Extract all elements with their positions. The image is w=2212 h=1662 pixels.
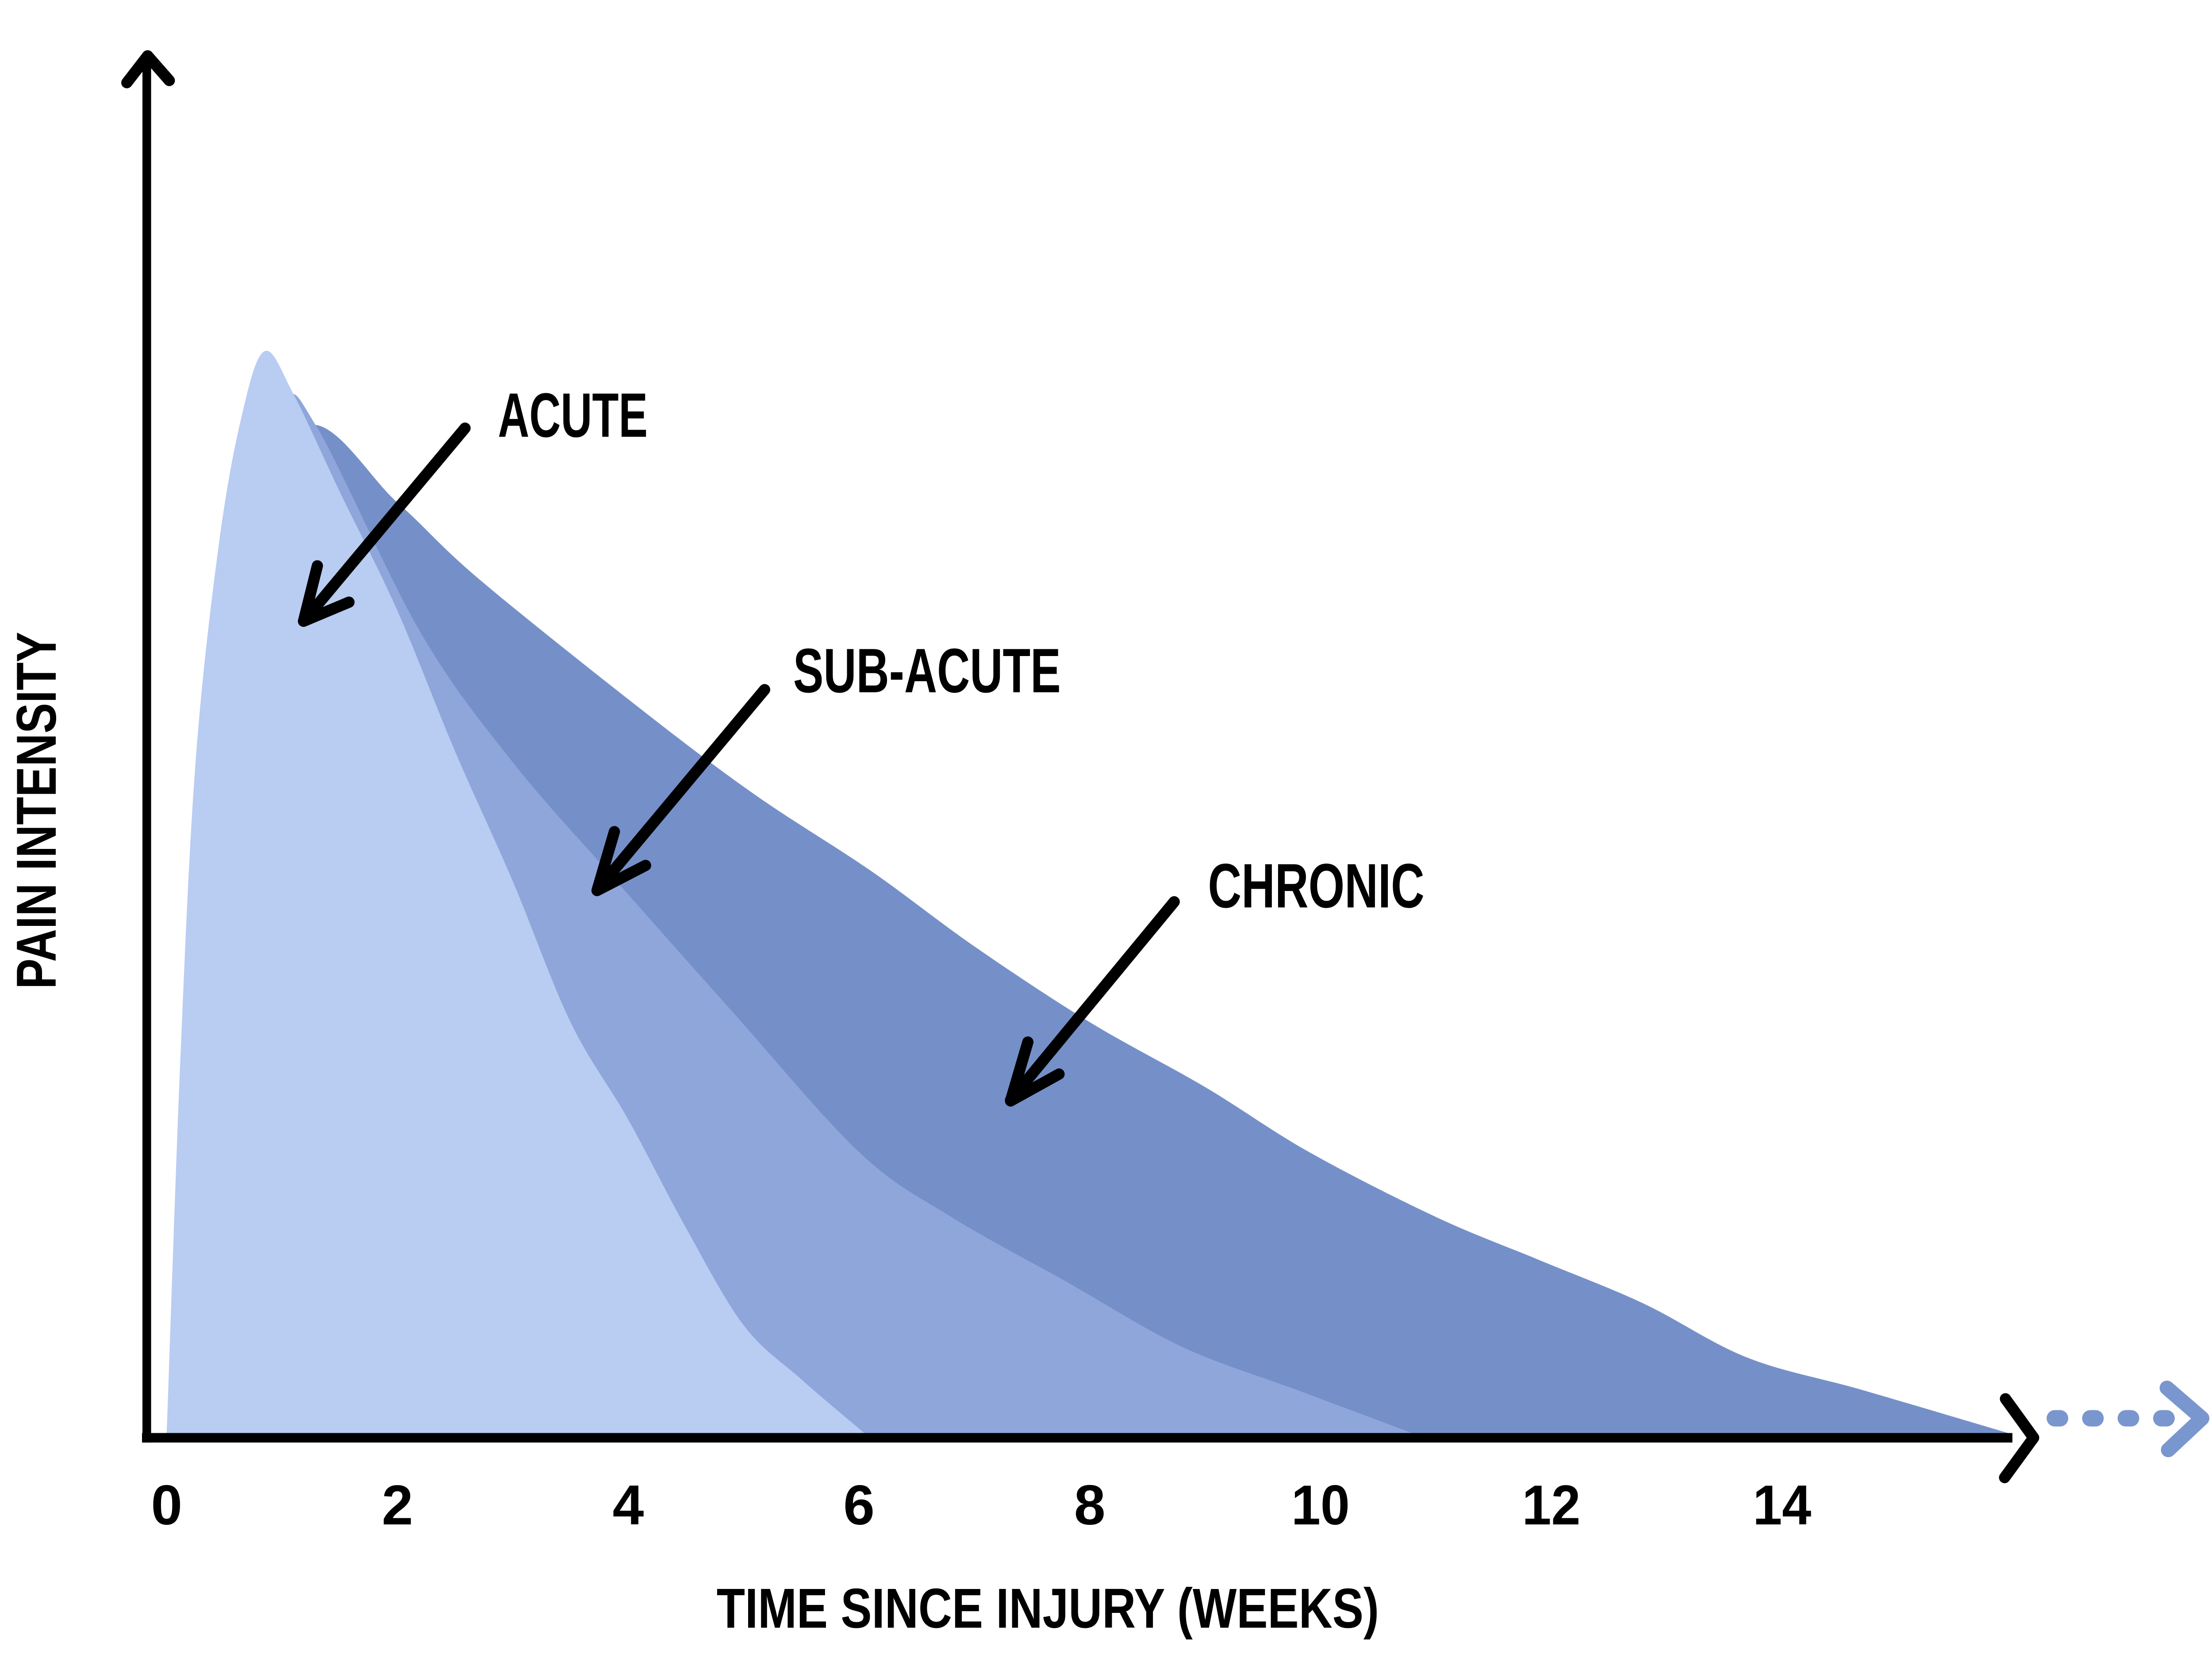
subacute-label: SUB-ACUTE [793,636,1061,706]
y-axis-title: PAIN INTENSITY [5,632,68,989]
x-tick-4: 4 [613,1474,644,1536]
x-tick-2: 2 [382,1474,413,1536]
x-axis-arrowhead-icon [1999,1393,2039,1483]
acute-arrowhead-icon [298,560,355,627]
x-axis [142,1393,2039,1483]
acute-arrow-icon [299,422,471,626]
acute-area [166,350,865,1434]
annotation-chronic: CHRONIC [1005,851,1425,1107]
x-tick-12: 12 [1522,1474,1580,1536]
annotation-subacute: SUB-ACUTE [591,636,1061,896]
x-tick-8: 8 [1074,1474,1106,1536]
x-axis-title: TIME SINCE INJURY (WEEKS) [717,1577,1379,1640]
subacute-arrowhead-icon [591,826,651,896]
y-axis [121,50,175,1443]
x-tick-0: 0 [151,1474,182,1536]
subacute-arrow-icon [591,684,771,895]
acute-label: ACUTE [498,380,648,450]
annotation-acute: ACUTE [298,380,648,627]
x-axis-continuation-dashed-arrow-icon [2047,1380,2210,1458]
x-tick-6: 6 [843,1474,875,1536]
chronic-arrowhead-icon [1005,1036,1065,1107]
chronic-label: CHRONIC [1208,851,1424,921]
dashed-arrow-head [2159,1380,2210,1458]
chronic-arrow-icon [1005,896,1180,1106]
x-tick-labels: 0 2 4 6 8 10 12 14 [151,1474,1811,1536]
x-tick-14: 14 [1753,1474,1811,1536]
x-tick-10: 10 [1291,1474,1350,1536]
y-axis-arrowhead-icon [121,50,175,88]
